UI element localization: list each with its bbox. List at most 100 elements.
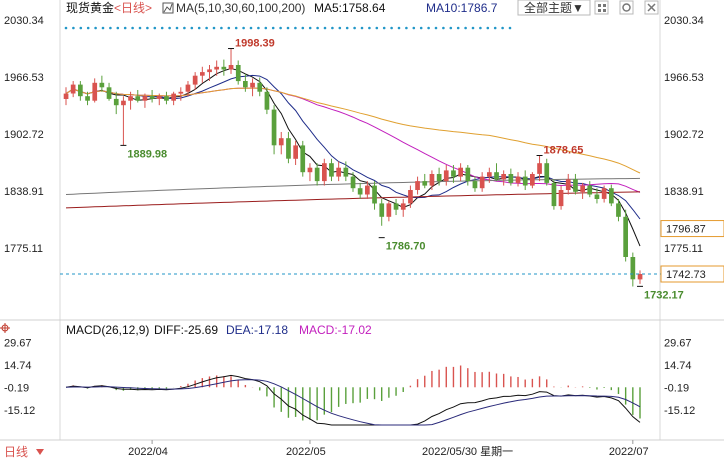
grid-icon[interactable] (594, 0, 609, 15)
candle (508, 168, 514, 186)
candle (185, 81, 191, 97)
candle (616, 198, 621, 222)
period-tag-label: 日线 (4, 445, 28, 459)
dotted-marker (508, 26, 512, 30)
candle (350, 172, 356, 192)
candle (307, 163, 313, 182)
candle-body (99, 82, 105, 88)
macd-diff: DIFF:-25.69 (154, 323, 218, 337)
candle (422, 173, 428, 189)
candle-body (408, 190, 413, 204)
candle-body (601, 188, 607, 199)
candle (264, 87, 270, 115)
candle (329, 158, 334, 182)
candle-body (365, 185, 370, 195)
dotted-marker (190, 26, 194, 30)
candle-body (214, 66, 219, 70)
candle-body (487, 172, 492, 177)
dotted-marker (146, 26, 149, 30)
candle-body (623, 216, 628, 257)
dotted-marker (434, 26, 438, 30)
candle-body (494, 172, 499, 180)
candle (343, 161, 349, 182)
candle (228, 48, 234, 74)
candle (587, 181, 593, 198)
candle (286, 131, 291, 164)
candle-body (350, 176, 356, 189)
dotted-marker (301, 26, 305, 30)
period-tag[interactable]: 日线 (0, 442, 48, 460)
candle-body (221, 66, 227, 70)
dotted-marker (271, 26, 275, 30)
macd-tick-label: 29.67 (664, 337, 692, 349)
candle (580, 182, 585, 199)
candle-body (386, 203, 392, 217)
price-tick-label: 2030.34 (664, 15, 704, 27)
ma-price-label: 1796.87 (666, 224, 706, 236)
dotted-marker (397, 26, 401, 30)
x-tick-label: 2022/05 (286, 446, 326, 458)
candle (63, 87, 69, 106)
annotation-label: 1786.70 (386, 241, 426, 253)
dotted-marker (412, 26, 416, 30)
candle-body (530, 174, 535, 186)
dotted-marker (101, 26, 105, 30)
candle-body (515, 176, 521, 183)
instrument-title: 现货黄金 (66, 0, 114, 15)
last-price-label: 1742.73 (666, 269, 706, 281)
theme-button[interactable]: 全部主题▼ (517, 0, 591, 16)
candle (501, 170, 506, 186)
dotted-marker (353, 26, 356, 30)
candle-body (630, 257, 636, 280)
annotation-label: 1889.98 (127, 148, 167, 160)
candle-body (458, 167, 463, 177)
dotted-marker (264, 26, 268, 30)
dotted-marker (79, 26, 83, 30)
candle (544, 158, 550, 186)
candle-body (465, 167, 471, 182)
crosshair-icon[interactable] (0, 323, 10, 333)
candle (379, 198, 385, 226)
dotted-marker (212, 26, 216, 30)
annotation-label: 1878.65 (544, 145, 584, 157)
candle (70, 81, 76, 98)
candle (400, 198, 406, 217)
x-tick-label: 2022/04 (128, 446, 168, 458)
dotted-marker (382, 26, 386, 30)
candle-body (501, 174, 506, 180)
last-price-markers: 1796.87 1742.73 (60, 220, 724, 283)
dotted-marker (345, 26, 349, 30)
price-tick-label: 1838.91 (664, 186, 704, 198)
candle-body (293, 145, 298, 159)
dea-line (65, 379, 641, 426)
close-icon[interactable] (644, 0, 659, 15)
candle-body (609, 188, 614, 204)
candle (300, 140, 306, 177)
candle-body (594, 194, 600, 199)
last-price-box (660, 265, 724, 283)
ma-legend-icon (162, 2, 174, 14)
price-annotations: 1998.39 1889.98 1878.65 1786.70 1732.17 (120, 38, 684, 301)
candle (408, 185, 413, 208)
dotted-marker (160, 26, 164, 30)
candle-body (142, 96, 148, 101)
candle-body (250, 82, 255, 88)
settings-icon[interactable] (619, 0, 634, 15)
candle (156, 93, 162, 106)
period-link[interactable]: <日线> (114, 1, 152, 15)
candle (458, 163, 463, 182)
dotted-marker (116, 26, 120, 30)
candle (357, 182, 363, 199)
macd-tick-label: 14.74 (664, 360, 692, 372)
candle-body (637, 274, 643, 280)
candle (200, 66, 205, 83)
candle-body (472, 181, 478, 189)
dotted-marker (197, 26, 201, 30)
candle-body (63, 93, 69, 99)
candle (601, 185, 607, 203)
candle-body (508, 174, 514, 183)
candle (178, 87, 184, 101)
candle-body (551, 182, 557, 207)
candle-body (573, 179, 578, 192)
